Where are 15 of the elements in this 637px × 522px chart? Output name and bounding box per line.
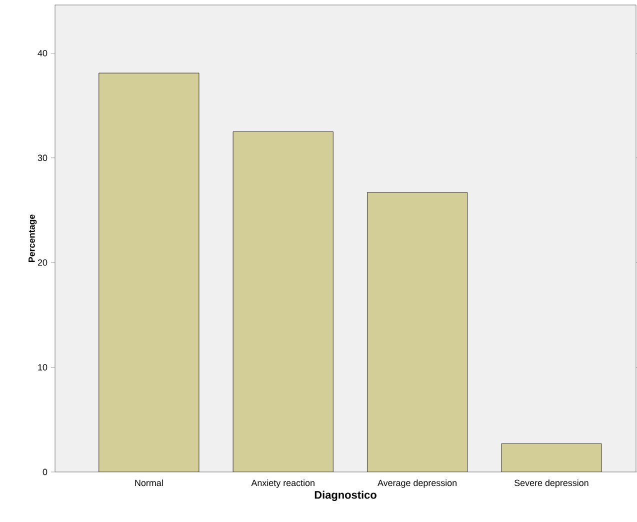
y-tick-label: 10 <box>38 364 48 370</box>
bar <box>98 72 200 472</box>
y-tick-label: 0 <box>42 468 48 476</box>
bar <box>501 444 602 472</box>
x-tick-label: Anxiety reaction <box>251 480 314 488</box>
x-tick-label: Average depression <box>378 480 456 488</box>
x-tick-label: Normal <box>135 480 163 486</box>
x-tick-label: Severe depression <box>514 480 588 488</box>
bar <box>233 132 334 472</box>
y-tick-label: 30 <box>38 154 48 162</box>
y-tick-label: 40 <box>38 50 48 56</box>
x-axis-title: Diagnostico <box>314 490 376 501</box>
y-tick-label: 20 <box>38 259 48 266</box>
bar <box>367 192 468 472</box>
y-axis-title: Percentage <box>28 214 37 262</box>
